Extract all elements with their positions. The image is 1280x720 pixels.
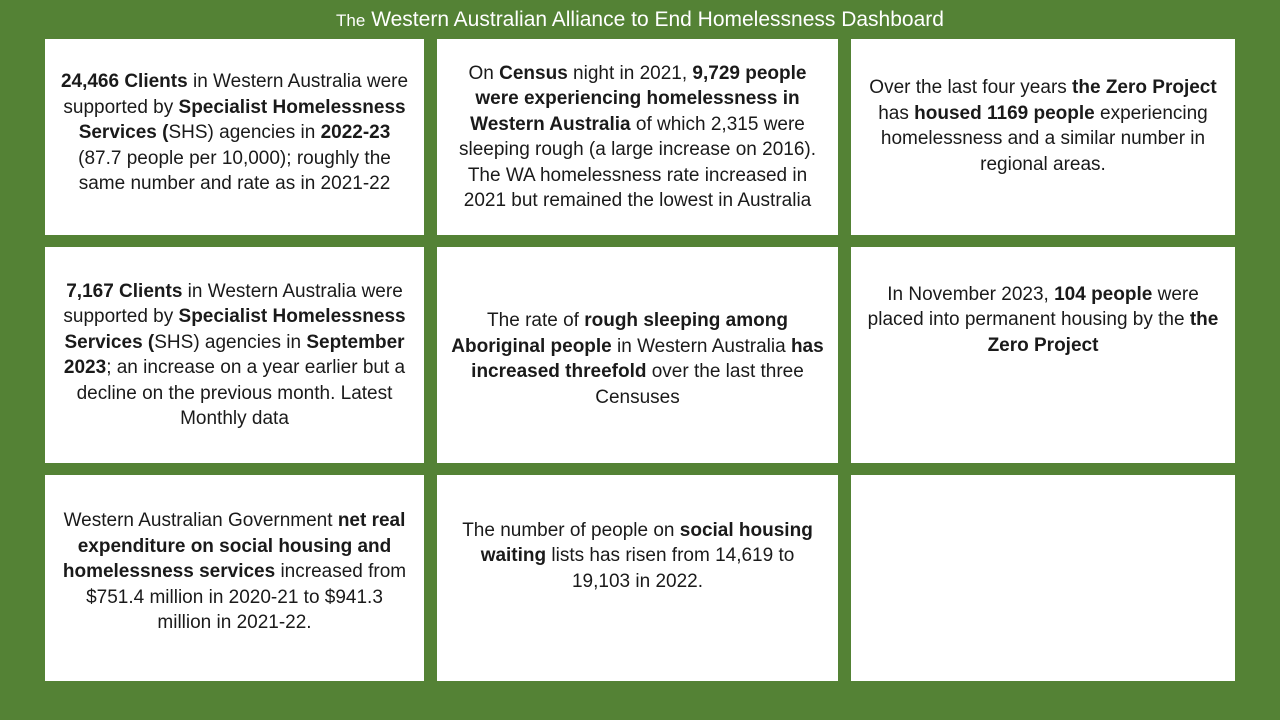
card-text-bold: net real expenditure on social housing a… (62, 510, 406, 583)
card-text-bold: rough sleeping among Aboriginal people (451, 310, 788, 357)
card-text: Western Australian Government net real e… (59, 508, 410, 636)
card-text-bold: 104 people (1054, 283, 1153, 305)
card-text-bold: social housing waiting (480, 519, 813, 567)
card-text-bold: the Zero Project (1072, 77, 1217, 98)
card-text-bold: Specialist Homelessness Services ( (78, 96, 406, 144)
card-text-bold: has increased threefold (471, 335, 824, 383)
card-zero-project-housed: Over the last four years the Zero Projec… (851, 39, 1235, 235)
card-text-run: of which 2,315 were sleeping rough (a la… (458, 113, 816, 212)
card-text-run: in Western Australia were supported by (63, 280, 403, 328)
card-text-run: On (468, 62, 500, 84)
card-text: The number of people on social housing w… (451, 518, 824, 595)
card-text-bold: September 2023 (63, 331, 405, 379)
card-aboriginal-rough-sleeping: The rate of rough sleeping among Aborigi… (437, 247, 838, 463)
card-text-run: were placed into permanent housing by th… (867, 283, 1199, 331)
card-zero-project-november: In November 2023, 104 people were placed… (851, 247, 1235, 463)
card-text-run: in Western Australia (611, 335, 791, 357)
card-census-homelessness: On Census night in 2021, 9,729 people we… (437, 39, 838, 235)
card-text-run: In November 2023, (887, 283, 1055, 305)
card-text-bold: 2022-23 (320, 122, 391, 144)
card-text-bold: 7,167 Clients (66, 280, 183, 302)
card-text: 7,167 Clients in Western Australia were … (59, 279, 410, 432)
card-text-run: Over the last four years (869, 77, 1073, 98)
card-text-run: lists has risen from 14,619 to 19,103 in… (546, 545, 795, 592)
card-text: In November 2023, 104 people were placed… (865, 282, 1221, 359)
dashboard-title: The Western Australian Alliance to End H… (0, 6, 1280, 35)
card-text-run: experiencing homelessness and a similar … (880, 102, 1208, 175)
card-text-run: The number of people on (462, 519, 680, 541)
card-text-bold: Specialist Homelessness Services ( (64, 306, 406, 353)
card-text-bold: 24,466 Clients (60, 71, 188, 93)
card-text-run: over the last three Censuses (595, 361, 804, 408)
card-text-run: in Western Australia were supported by (63, 71, 409, 118)
card-text-run: night in 2021, (567, 62, 693, 84)
card-text: The rate of rough sleeping among Aborigi… (451, 308, 824, 410)
card-social-housing-waitlist: The number of people on social housing w… (437, 475, 838, 681)
card-text-run: increased from $751.4 million in 2020-21… (86, 561, 407, 634)
title-main: Western Australian Alliance to End Homel… (371, 8, 944, 31)
title-prefix: The (336, 11, 366, 30)
card-text-run: Western Australian Government (63, 510, 338, 532)
card-shs-clients-annual: 24,466 Clients in Western Australia were… (45, 39, 424, 235)
card-empty (851, 475, 1235, 681)
card-text-run: The rate of (487, 310, 585, 331)
card-text: Over the last four years the Zero Projec… (865, 75, 1221, 177)
card-text-run: (87.7 people per 10,000); roughly the sa… (78, 147, 391, 195)
card-text: On Census night in 2021, 9,729 people we… (451, 61, 824, 214)
card-text-bold: 9,729 people were experiencing homelessn… (470, 62, 807, 135)
card-text-bold: the Zero Project (987, 309, 1219, 356)
card-text-bold: housed 1169 people (914, 102, 1095, 124)
card-shs-clients-monthly: 7,167 Clients in Western Australia were … (45, 247, 424, 463)
card-text-run: ; an increase on a year earlier but a de… (76, 357, 406, 429)
card-text-bold: Census (499, 62, 568, 84)
card-government-expenditure: Western Australian Government net real e… (45, 475, 424, 681)
card-text: 24,466 Clients in Western Australia were… (59, 69, 410, 197)
card-text-run: has (878, 102, 915, 124)
card-text-run: SHS) agencies in (154, 331, 307, 353)
card-text-run: SHS) agencies in (168, 122, 321, 144)
